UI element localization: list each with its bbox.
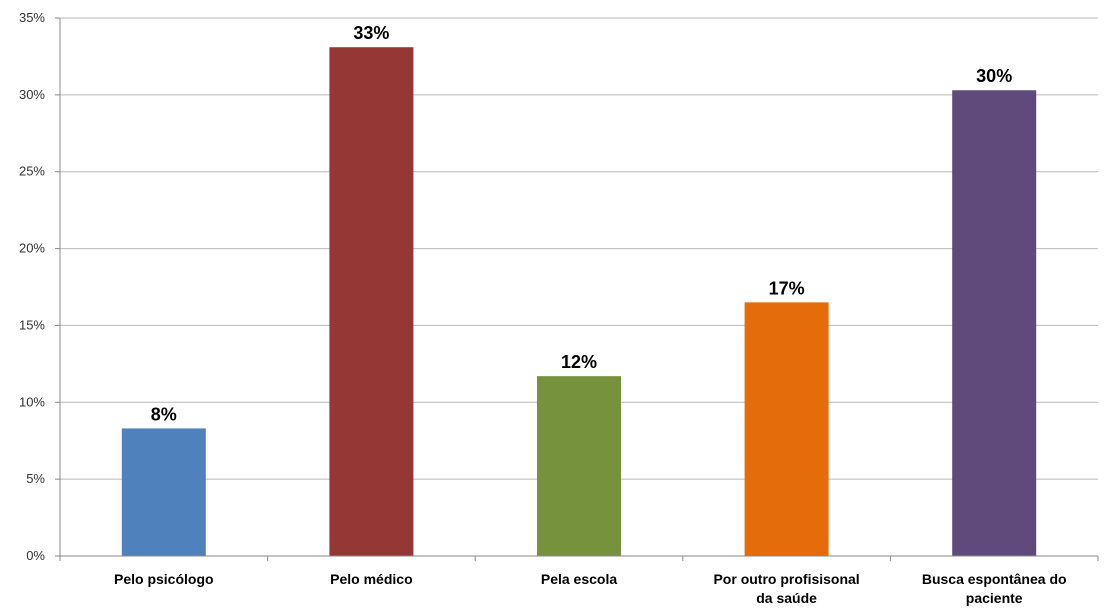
y-tick-label: 30%: [19, 87, 45, 102]
y-tick-label: 0%: [26, 548, 45, 563]
x-tick-label: Pelo médico: [330, 571, 412, 587]
x-tick-label: Pela escola: [541, 571, 617, 587]
x-tick-label: Pelo psicólogo: [114, 571, 214, 587]
bar: [744, 302, 829, 556]
bar: [121, 428, 206, 556]
bar: [537, 376, 621, 556]
labels: 0% 5% 10% 15% 20% 25% 30% 35% 8% Pelo psicólogo 33…: [19, 10, 1067, 606]
gridlines: [60, 17, 1098, 480]
y-tick-label: 20%: [19, 241, 45, 256]
x-tick-label: Busca espontânea do paciente: [922, 571, 1067, 606]
bar: [952, 90, 1037, 556]
x-tick-label: Por outro profisisonal da saúde: [713, 571, 859, 606]
data-label: 30%: [976, 66, 1012, 86]
data-label: 8%: [151, 404, 177, 424]
data-label: 33%: [353, 23, 389, 43]
axes: [55, 17, 1099, 561]
y-tick-label: 35%: [19, 10, 45, 25]
y-tick-label: 15%: [19, 317, 45, 332]
y-tick-label: 25%: [19, 164, 45, 179]
bars: [121, 47, 1037, 556]
y-tick-label: 10%: [19, 394, 45, 409]
y-tick-label: 5%: [26, 471, 45, 486]
bar: [329, 47, 414, 556]
data-label: 17%: [769, 278, 805, 298]
data-label: 12%: [561, 352, 597, 372]
